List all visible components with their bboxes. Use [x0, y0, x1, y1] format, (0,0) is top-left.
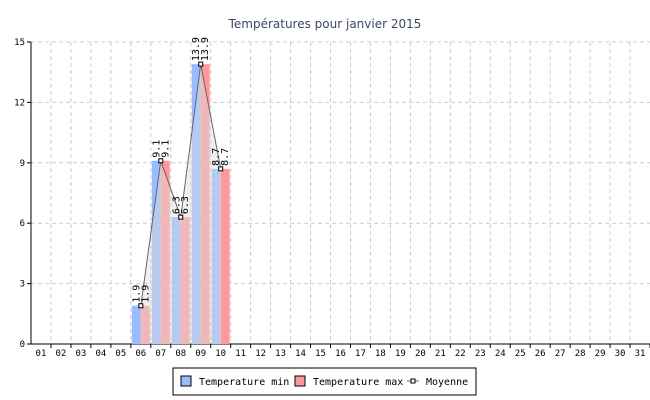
x-tick-label: 09 [195, 349, 206, 359]
x-tick-label: 02 [56, 349, 67, 359]
x-tick-label: 13 [275, 349, 286, 359]
x-tick-label: 07 [155, 349, 166, 359]
legend-label: Temperature max [313, 377, 403, 388]
x-tick-label: 10 [215, 349, 226, 359]
bar-min [211, 168, 221, 344]
x-tick-label: 06 [135, 349, 146, 359]
x-tick-label: 12 [255, 349, 266, 359]
data-label: 13.9 [200, 37, 211, 61]
y-tick-label: 3 [20, 280, 25, 290]
data-label: 13.9 [191, 37, 202, 61]
legend-marker [410, 378, 416, 384]
legend-box [172, 367, 477, 396]
data-label: 9.1 [151, 140, 162, 158]
x-tick-label: 28 [575, 349, 586, 359]
x-tick-label: 11 [235, 349, 246, 359]
x-tick-label: 04 [95, 349, 106, 359]
mean-marker [198, 61, 204, 67]
data-label: 8.7 [211, 148, 222, 166]
x-tick-label: 15 [315, 349, 326, 359]
x-tick-label: 31 [635, 349, 646, 359]
x-tick-label: 29 [595, 349, 606, 359]
data-label: 6.3 [180, 196, 191, 214]
legend-swatch-1 [294, 375, 306, 387]
legend-swatch-0 [180, 375, 192, 387]
data-label: 6.3 [171, 196, 182, 214]
mean-area [140, 64, 221, 344]
x-tick-label: 20 [415, 349, 426, 359]
bar-min [191, 64, 201, 344]
y-tick-label: 6 [20, 219, 25, 229]
data-label: 9.1 [160, 140, 171, 158]
x-tick-label: 25 [515, 349, 526, 359]
y-tick-label: 15 [14, 38, 25, 48]
bar-max [140, 305, 150, 344]
x-tick-label: 24 [495, 349, 506, 359]
bar-max [220, 168, 230, 344]
x-tick-label: 21 [435, 349, 446, 359]
x-tick-label: 16 [335, 349, 346, 359]
x-tick-label: 14 [295, 349, 306, 359]
data-label: 1.9 [131, 285, 142, 303]
x-tick-label: 27 [555, 349, 566, 359]
x-tick-label: 22 [455, 349, 466, 359]
x-tick-label: 08 [175, 349, 186, 359]
bar-max [200, 64, 210, 344]
x-tick-label: 01 [36, 349, 47, 359]
data-label: 1.9 [140, 285, 151, 303]
x-tick-label: 05 [115, 349, 126, 359]
x-tick-label: 17 [355, 349, 366, 359]
x-tick-label: 03 [75, 349, 86, 359]
legend-label: Temperature min [199, 377, 289, 388]
mean-marker [138, 303, 144, 309]
bar-max [180, 217, 190, 344]
mean-marker [158, 158, 164, 164]
y-tick-label: 12 [14, 98, 25, 108]
mean-marker [178, 214, 184, 220]
x-tick-label: 18 [375, 349, 386, 359]
mean-marker [218, 166, 224, 172]
x-tick-label: 30 [615, 349, 626, 359]
y-tick-label: 0 [20, 340, 25, 350]
bar-max [160, 160, 170, 344]
y-tick-label: 9 [20, 159, 25, 169]
bar-min [131, 305, 141, 344]
bar-min [151, 160, 161, 344]
x-tick-label: 23 [475, 349, 486, 359]
legend-label: Moyenne [426, 377, 468, 388]
bar-min [171, 217, 181, 344]
data-label: 8.7 [220, 148, 231, 166]
x-tick-label: 26 [535, 349, 546, 359]
chart-title: Températures pour janvier 2015 [228, 17, 422, 31]
x-tick-label: 19 [395, 349, 406, 359]
